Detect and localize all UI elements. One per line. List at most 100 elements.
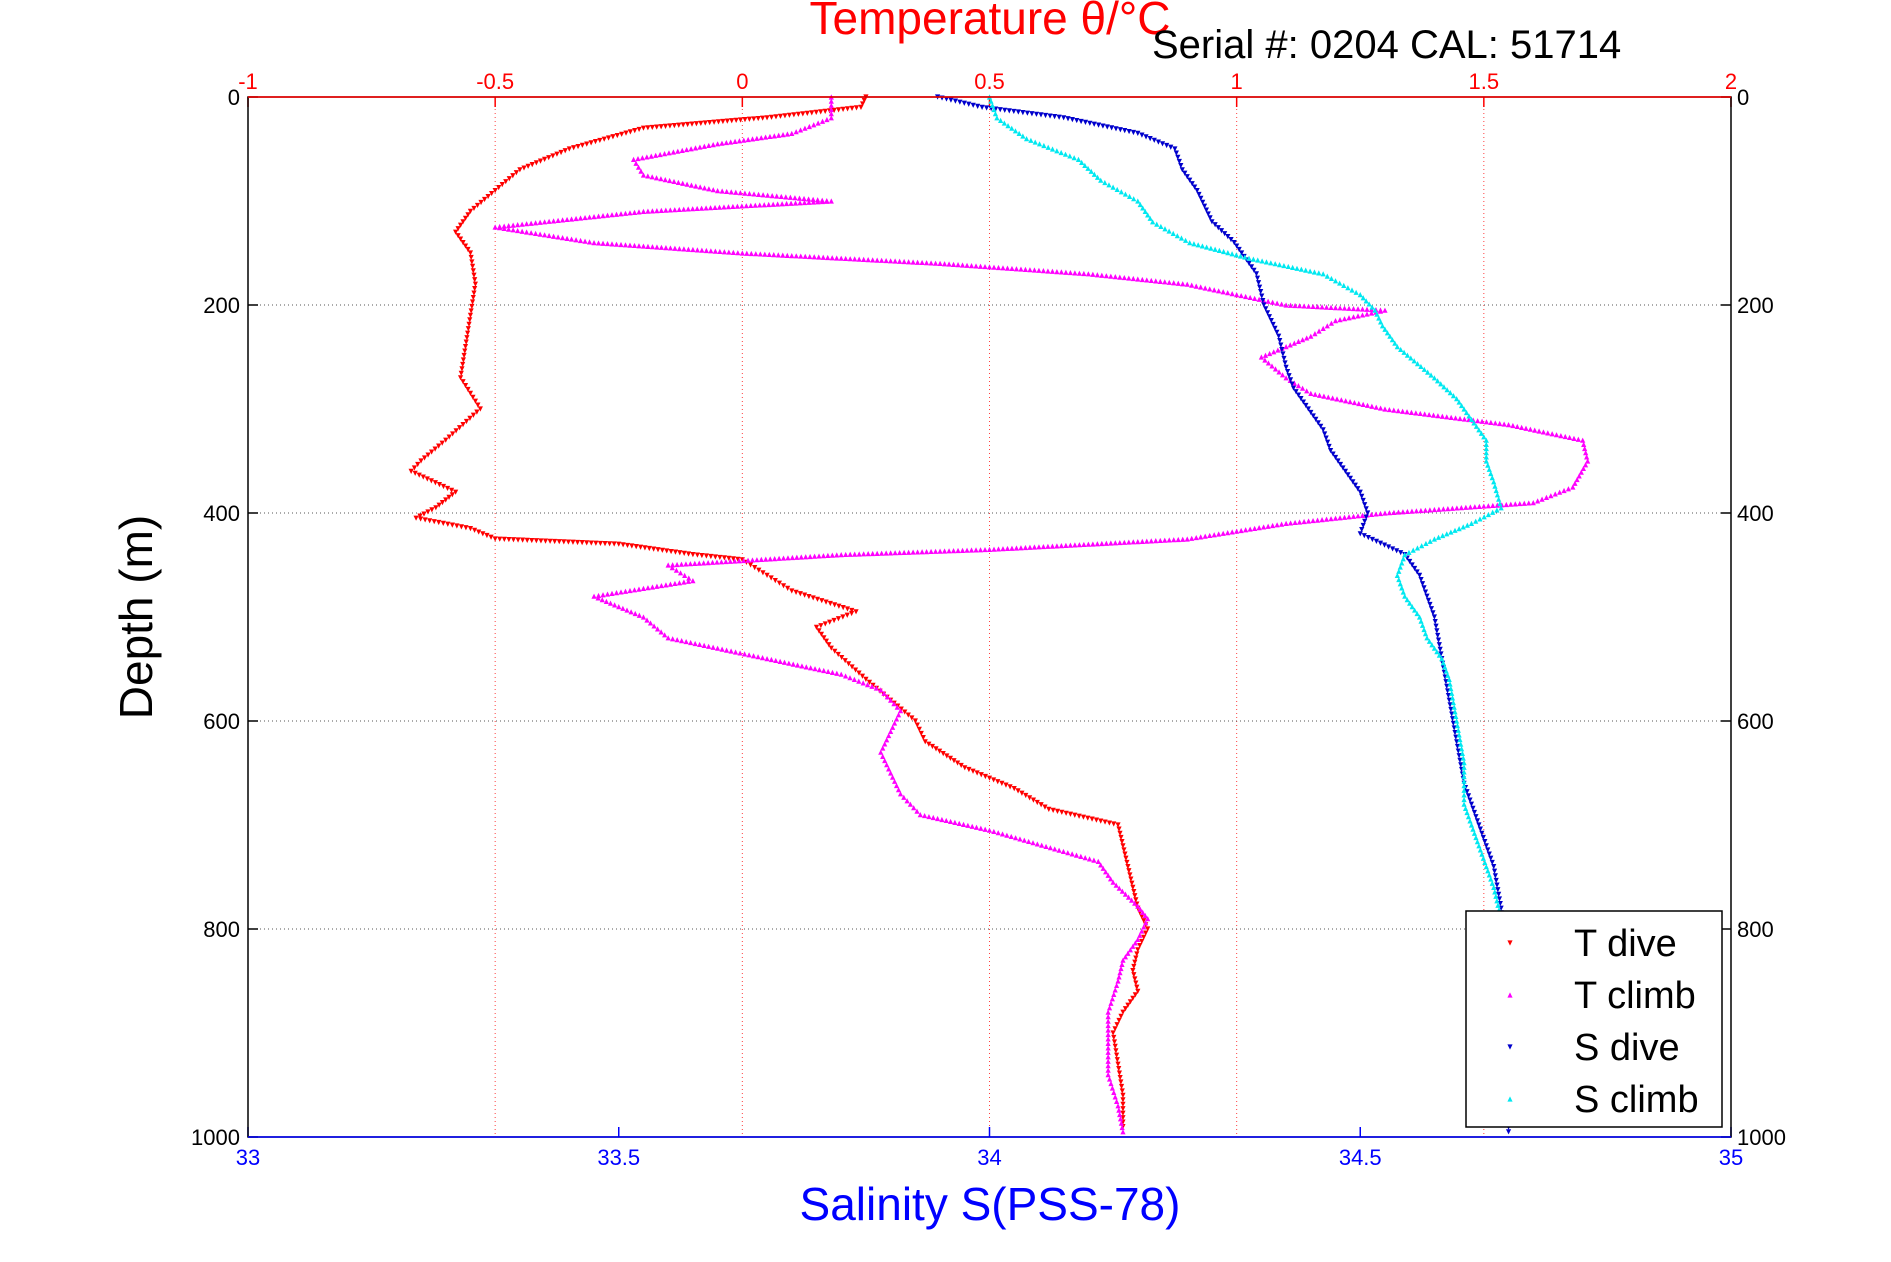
data-point bbox=[1002, 107, 1008, 113]
data-point bbox=[1151, 137, 1157, 143]
data-point bbox=[878, 687, 884, 693]
data-point bbox=[1298, 396, 1304, 402]
data-point bbox=[1105, 1018, 1111, 1024]
data-point bbox=[1283, 364, 1289, 370]
data-point bbox=[710, 644, 716, 650]
data-point bbox=[1453, 734, 1459, 740]
data-point bbox=[1445, 505, 1451, 512]
data-point bbox=[1461, 796, 1467, 803]
data-point bbox=[667, 177, 673, 184]
data-point bbox=[631, 587, 638, 593]
data-point bbox=[571, 145, 577, 151]
data-point bbox=[1337, 317, 1343, 323]
data-point bbox=[1228, 237, 1234, 243]
data-point bbox=[1492, 889, 1498, 895]
bottom-tick-label: 34.5 bbox=[1339, 1145, 1382, 1170]
data-point bbox=[1133, 897, 1139, 903]
data-point bbox=[1351, 399, 1358, 406]
data-point bbox=[501, 225, 507, 232]
data-point bbox=[784, 131, 791, 137]
data-point bbox=[1290, 264, 1296, 270]
data-point bbox=[728, 189, 734, 195]
data-point bbox=[1436, 506, 1442, 512]
data-point bbox=[912, 718, 918, 724]
data-point bbox=[1400, 509, 1406, 515]
data-point bbox=[1258, 354, 1264, 360]
data-point bbox=[1505, 422, 1512, 428]
data-point bbox=[1004, 832, 1010, 838]
data-point bbox=[1171, 537, 1177, 543]
data-point bbox=[470, 294, 476, 301]
data-point bbox=[462, 383, 469, 389]
data-point bbox=[793, 253, 799, 259]
axis-ticks: -1 -0.5 0 0.5 1 1.5 233 33.5 34 34.5 3502004006008… bbox=[191, 69, 1786, 1170]
data-point bbox=[1268, 318, 1274, 324]
data-point bbox=[1078, 118, 1084, 125]
data-point bbox=[749, 136, 756, 142]
data-point bbox=[1105, 1045, 1111, 1051]
data-point bbox=[1105, 1027, 1111, 1033]
data-point bbox=[1397, 564, 1403, 570]
data-point bbox=[1328, 516, 1334, 522]
data-point bbox=[726, 555, 732, 561]
data-point bbox=[1296, 303, 1303, 309]
data-point bbox=[1389, 337, 1395, 343]
data-point bbox=[1120, 843, 1126, 849]
data-point bbox=[1120, 1106, 1126, 1112]
data-point bbox=[542, 156, 548, 162]
data-point bbox=[1364, 306, 1370, 312]
data-point bbox=[662, 632, 668, 638]
data-point bbox=[1449, 690, 1455, 696]
data-point bbox=[941, 261, 948, 267]
data-point bbox=[1485, 847, 1491, 853]
data-point bbox=[1400, 556, 1406, 562]
data-point bbox=[420, 474, 426, 480]
data-point bbox=[1130, 995, 1136, 1001]
data-point bbox=[686, 575, 692, 581]
data-point bbox=[1439, 656, 1445, 662]
data-point bbox=[1076, 813, 1082, 819]
data-point bbox=[1424, 593, 1430, 599]
data-point bbox=[1114, 1052, 1120, 1058]
data-point bbox=[566, 146, 572, 152]
data-point bbox=[1430, 610, 1436, 616]
data-point bbox=[666, 150, 672, 156]
data-point bbox=[658, 124, 664, 130]
data-point bbox=[712, 204, 718, 211]
data-point bbox=[1368, 310, 1375, 316]
data-point bbox=[510, 537, 517, 543]
data-point bbox=[670, 149, 676, 155]
data-point bbox=[471, 290, 477, 296]
data-point bbox=[446, 494, 452, 500]
data-point bbox=[966, 101, 972, 107]
data-point bbox=[1259, 258, 1265, 264]
data-point bbox=[1294, 265, 1300, 271]
series-s-climb bbox=[986, 94, 1504, 922]
data-point bbox=[680, 180, 686, 186]
data-point bbox=[1440, 506, 1446, 512]
data-point bbox=[977, 263, 984, 269]
data-point bbox=[897, 549, 903, 556]
data-point bbox=[914, 722, 920, 728]
data-point bbox=[1581, 441, 1587, 447]
data-point bbox=[1473, 814, 1479, 820]
data-point bbox=[1552, 491, 1558, 497]
data-point bbox=[1435, 413, 1441, 419]
data-point bbox=[620, 542, 626, 548]
data-point bbox=[1498, 505, 1504, 511]
data-point bbox=[605, 135, 612, 141]
data-point bbox=[529, 537, 535, 544]
data-point bbox=[1483, 437, 1489, 443]
data-point bbox=[1103, 540, 1109, 546]
data-point bbox=[1364, 402, 1371, 408]
data-point bbox=[513, 170, 519, 176]
data-point bbox=[951, 758, 957, 764]
data-point bbox=[1397, 581, 1403, 587]
data-point bbox=[1488, 855, 1494, 861]
data-point bbox=[528, 220, 534, 226]
data-point bbox=[1049, 543, 1056, 549]
data-point bbox=[668, 548, 674, 555]
data-point bbox=[834, 255, 840, 261]
data-point bbox=[1507, 992, 1513, 998]
data-point bbox=[957, 99, 963, 105]
